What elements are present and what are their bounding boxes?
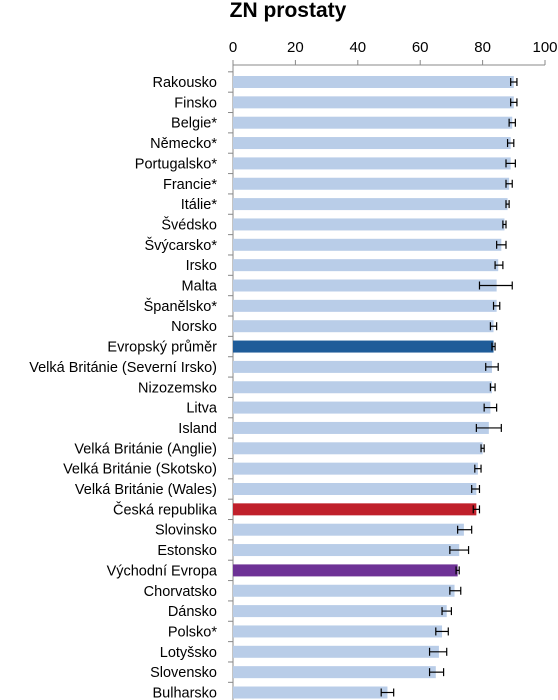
x-tick-label: 40 — [349, 39, 366, 56]
category-label: Malta — [182, 279, 218, 295]
category-label: Velká Británie (Severní Irsko) — [29, 360, 217, 376]
bar — [233, 259, 499, 272]
category-label: Island — [178, 421, 217, 437]
category-label: Itálie* — [181, 197, 218, 213]
bar — [233, 96, 514, 109]
category-label: Švýcarsko* — [144, 237, 217, 254]
category-label: Nizozemsko — [138, 380, 217, 396]
bar — [233, 584, 455, 597]
category-label: Litva — [186, 401, 218, 417]
category-label: Velká Británie (Anglie) — [74, 441, 217, 457]
x-tick-label: 80 — [474, 39, 491, 56]
bar — [233, 564, 458, 577]
category-label: Francie* — [163, 177, 217, 193]
category-label: Portugalsko* — [135, 156, 218, 172]
chart-title: ZN prostaty — [230, 0, 347, 22]
category-label: Belgie* — [171, 116, 217, 132]
bar — [233, 218, 505, 231]
category-label: Česká republika — [113, 501, 218, 518]
x-axis-ticks: 0 20 40 60 80 100 — [229, 39, 558, 65]
bar — [233, 238, 502, 251]
category-label: Finsko — [174, 95, 217, 111]
bar — [233, 605, 447, 618]
category-label: Irsko — [186, 258, 217, 274]
bar — [233, 116, 513, 129]
x-tick-label: 100 — [532, 39, 557, 56]
bar — [233, 198, 508, 211]
category-label: Norsko — [171, 319, 217, 335]
bar — [233, 544, 460, 557]
category-label: Chorvatsko — [144, 584, 217, 600]
bar — [233, 340, 494, 353]
category-label: Německo* — [150, 136, 217, 152]
bar — [233, 279, 497, 292]
bar — [233, 503, 477, 516]
category-label: Estonsko — [157, 543, 217, 559]
bar — [233, 523, 464, 536]
category-label: Východní Evropa — [107, 563, 218, 579]
category-label: Španělsko* — [144, 298, 218, 315]
x-tick-label: 20 — [287, 39, 304, 56]
bar — [233, 625, 443, 638]
category-label: Lotyšsko — [160, 645, 217, 661]
bar — [233, 381, 492, 394]
bar — [233, 483, 477, 495]
bar — [233, 462, 478, 475]
bar — [233, 299, 497, 312]
bar — [233, 360, 492, 373]
bar — [233, 442, 483, 455]
x-tick-label: 0 — [229, 39, 237, 56]
bar — [233, 686, 388, 699]
bar — [233, 76, 514, 88]
category-label: Dánsko — [168, 604, 217, 620]
bar — [233, 645, 439, 658]
category-label: Evropský průměr — [107, 340, 217, 356]
x-tick-label: 60 — [412, 39, 429, 56]
bar — [233, 666, 436, 679]
category-label: Rakousko — [153, 75, 217, 91]
category-label: Velká Británie (Wales) — [75, 482, 217, 498]
category-labels: Rakousko Finsko Belgie* Německo* Portugalsko… — [29, 71, 233, 700]
category-label: Polsko* — [168, 624, 218, 640]
category-label: Bulharsko — [153, 686, 217, 700]
category-label: Velká Británie (Skotsko) — [63, 462, 217, 478]
error-bars — [380, 78, 518, 697]
bar — [233, 177, 510, 190]
category-label: Švédsko — [161, 216, 217, 233]
bar — [233, 157, 511, 170]
bar — [233, 320, 494, 333]
category-label: Slovinsko — [155, 523, 217, 539]
category-label: Slovensko — [150, 665, 217, 681]
bar — [233, 401, 491, 414]
bar — [233, 137, 511, 150]
bar — [233, 421, 489, 434]
bars — [233, 76, 514, 699]
